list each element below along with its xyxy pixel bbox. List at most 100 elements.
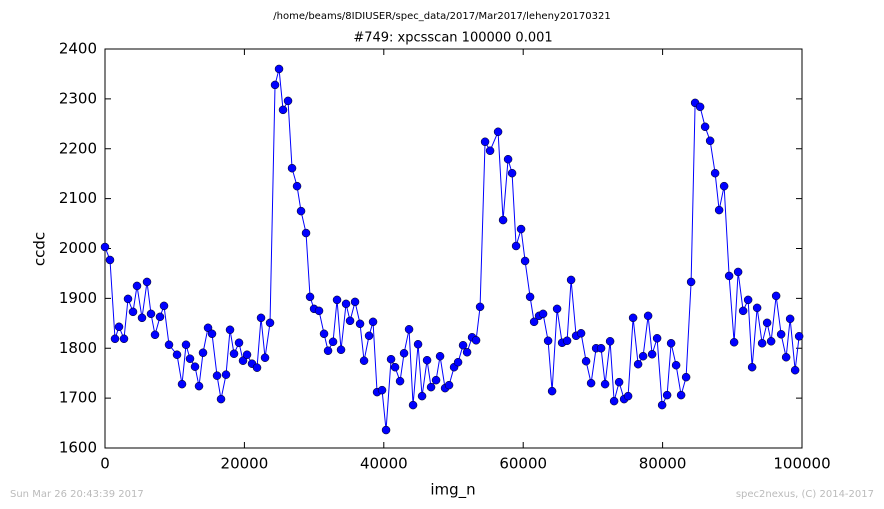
data-point	[444, 380, 454, 390]
data-point	[190, 362, 200, 371]
data-point	[781, 352, 791, 362]
data-point	[453, 357, 463, 367]
data-point	[705, 136, 715, 146]
plot-area	[104, 48, 803, 449]
y-tick-label: 1600	[59, 439, 97, 457]
data-point	[776, 330, 786, 339]
data-point	[181, 340, 191, 350]
data-point	[785, 314, 795, 324]
data-point	[155, 312, 165, 322]
data-point	[265, 318, 275, 328]
suptitle: /home/beams/8IDIUSER/spec_data/2017/Mar2…	[273, 11, 610, 22]
data-point	[586, 378, 596, 388]
data-point	[212, 371, 222, 380]
data-point	[119, 334, 129, 344]
data-point	[762, 318, 772, 328]
data-point	[296, 206, 306, 216]
data-point	[485, 146, 495, 155]
data-point	[164, 340, 174, 350]
data-point	[507, 168, 517, 178]
data-point	[752, 303, 762, 313]
data-point	[520, 256, 530, 266]
x-tick-label: 60000	[499, 455, 547, 473]
y-tick-label: 2100	[59, 189, 97, 207]
data-point	[666, 339, 676, 348]
data-point	[431, 375, 441, 385]
data-point	[242, 350, 252, 359]
data-point	[221, 370, 231, 379]
data-point	[359, 356, 369, 365]
data-point	[652, 334, 662, 343]
data-point	[252, 363, 262, 372]
y-tick-label: 1800	[59, 339, 97, 357]
data-point	[475, 302, 485, 312]
data-point	[596, 344, 606, 353]
data-point	[576, 329, 586, 338]
data-point	[390, 362, 400, 372]
data-point	[198, 348, 208, 357]
data-point	[516, 224, 526, 234]
data-point	[695, 102, 705, 112]
data-point	[278, 105, 288, 115]
data-point	[341, 299, 351, 309]
data-point	[270, 80, 280, 90]
data-point	[332, 295, 342, 305]
data-point	[552, 304, 562, 314]
data-point	[238, 356, 248, 365]
data-point	[336, 345, 346, 354]
data-point	[733, 267, 743, 277]
data-point	[766, 337, 776, 346]
x-tick-label: 80000	[639, 455, 687, 473]
data-point	[738, 306, 748, 316]
data-point	[194, 381, 204, 391]
data-point	[480, 137, 490, 147]
data-point	[538, 309, 548, 319]
data-point	[159, 301, 169, 311]
data-point	[216, 394, 226, 404]
x-tick-label: 0	[100, 455, 110, 473]
data-point	[172, 350, 182, 359]
data-point	[638, 351, 648, 361]
data-point	[123, 294, 133, 304]
data-point	[471, 336, 481, 345]
data-point	[729, 338, 739, 347]
data-point	[323, 346, 333, 355]
data-point	[614, 377, 624, 387]
data-point	[177, 379, 187, 389]
data-point	[408, 400, 418, 410]
data-point	[355, 319, 365, 329]
data-point	[609, 396, 619, 406]
y-tick-label: 2200	[59, 139, 97, 157]
data-point	[647, 349, 657, 359]
data-point	[292, 181, 302, 191]
data-point	[399, 348, 409, 358]
data-point	[150, 330, 160, 340]
data-point	[757, 339, 767, 348]
data-point	[328, 337, 338, 347]
data-point	[314, 306, 324, 316]
x-axis-label: img_n	[430, 481, 475, 500]
data-point	[137, 313, 147, 323]
y-tick-label: 1700	[59, 389, 97, 407]
data-point	[747, 362, 757, 372]
data-point	[404, 325, 414, 334]
data-point	[676, 390, 686, 400]
data-point	[566, 275, 576, 285]
y-tick-label: 2400	[59, 40, 97, 58]
data-point	[581, 356, 591, 366]
data-point	[547, 386, 557, 396]
data-point	[600, 379, 610, 389]
data-point	[283, 96, 293, 106]
data-point	[714, 205, 724, 215]
data-point	[458, 341, 468, 350]
data-point	[100, 242, 110, 252]
data-point	[623, 391, 633, 401]
data-point	[301, 228, 311, 238]
data-point	[662, 390, 672, 400]
data-point	[628, 313, 638, 323]
data-point	[381, 425, 391, 435]
data-point	[350, 297, 360, 307]
y-axis-label: ccdc	[31, 232, 49, 266]
data-point	[260, 353, 270, 362]
data-point	[345, 316, 355, 326]
